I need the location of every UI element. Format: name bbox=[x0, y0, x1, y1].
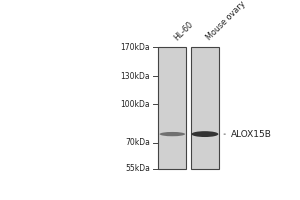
Bar bbox=[191, 47, 219, 169]
Text: 100kDa: 100kDa bbox=[121, 100, 150, 109]
Text: 55kDa: 55kDa bbox=[125, 164, 150, 173]
Text: HL-60: HL-60 bbox=[172, 20, 195, 42]
Ellipse shape bbox=[160, 132, 185, 136]
Text: 130kDa: 130kDa bbox=[121, 72, 150, 81]
Text: 70kDa: 70kDa bbox=[125, 138, 150, 147]
Bar bbox=[158, 47, 186, 169]
Ellipse shape bbox=[191, 131, 218, 137]
Text: ALOX15B: ALOX15B bbox=[230, 130, 272, 139]
Text: Mouse ovary: Mouse ovary bbox=[205, 0, 247, 42]
Text: 170kDa: 170kDa bbox=[121, 43, 150, 52]
